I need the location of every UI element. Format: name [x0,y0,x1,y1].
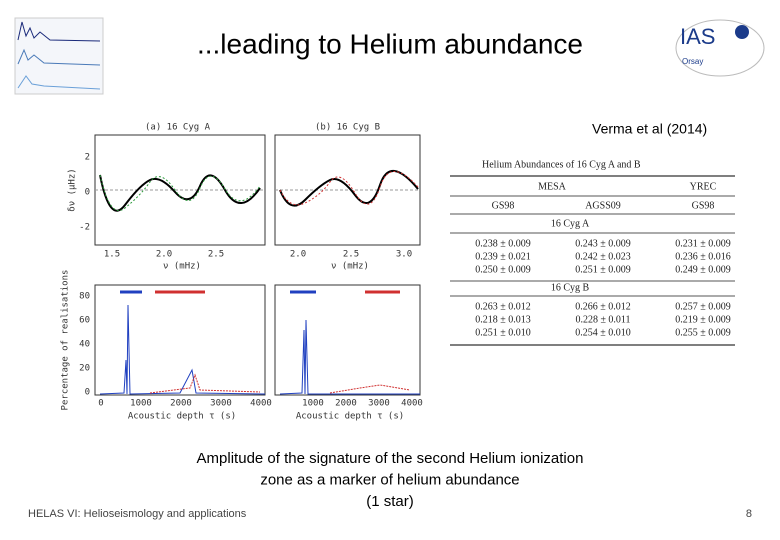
table-cell: 0.236 ± 0.016 [675,251,731,262]
column-header: GS98 [492,200,515,211]
y-tick-label: 0 [85,388,90,398]
table-cell: 0.251 ± 0.009 [575,264,631,275]
logo: IAS Orsay [675,19,765,77]
x-tick-label: 1.5 [104,250,120,260]
caption: Amplitude of the signature of the second… [197,450,584,510]
column-header: AGSS09 [585,200,621,211]
panel-label: (b) 16 Cyg B [315,123,380,133]
table-cell: 0.231 ± 0.009 [675,238,731,249]
x-tick-label: 2.0 [290,250,306,260]
x-tick-label: 3000 [210,399,232,409]
x-tick-label: 2000 [170,399,192,409]
table-cell: 0.218 ± 0.013 [475,314,531,325]
column-group: MESA [538,181,567,192]
figure-curves [95,170,420,395]
table-cell: 0.257 ± 0.009 [675,301,731,312]
table-cell: 0.250 ± 0.009 [475,264,531,275]
section-header: 16 Cyg A [551,218,590,229]
x-axis-label: ν (mHz) [163,262,201,272]
x-tick-label: 2.5 [343,250,359,260]
x-axis-label: Acoustic depth τ (s) [296,412,404,422]
footer: HELAS VI: Helioseismology and applicatio… [28,508,247,520]
table-cell: 0.219 ± 0.009 [675,314,731,325]
table-cell: 0.228 ± 0.011 [575,314,630,325]
table-cell: 0.242 ± 0.023 [575,251,631,262]
y-axis-label: Percentage of realisations [61,270,71,411]
table-cell: 0.254 ± 0.010 [575,327,631,338]
x-tick-label: 2.0 [156,250,172,260]
table-title: Helium Abundances of 16 Cyg A and B [482,159,641,170]
slide-title: ...leading to Helium abundance [197,28,583,59]
x-tick-label: 2.5 [208,250,224,260]
column-group: YREC [690,181,717,192]
caption-line: (1 star) [366,493,414,510]
column-header: GS98 [692,200,715,211]
thumbnail [14,17,104,95]
y-tick-label: 60 [79,316,90,326]
figure-frames [94,134,421,396]
page-number: 8 [746,508,752,520]
y-tick-label: 40 [79,340,90,350]
x-tick-label: 4000 [250,399,272,409]
table-rules [450,175,735,346]
x-tick-label: 3.0 [396,250,412,260]
table-cell: 0.266 ± 0.012 [575,301,631,312]
y-tick-label: 20 [79,364,90,374]
x-tick-label: 4000 [401,399,423,409]
y-tick-label: 80 [79,292,90,302]
caption-line: Amplitude of the signature of the second… [197,450,584,467]
x-tick-label: 1000 [302,399,324,409]
panel-label: (a) 16 Cyg A [145,123,211,133]
table-cell: 0.251 ± 0.010 [475,327,531,338]
table-cell: 0.255 ± 0.009 [675,327,731,338]
table-cell: 0.243 ± 0.009 [575,238,631,249]
x-tick-label: 1000 [130,399,152,409]
x-tick-label: 3000 [368,399,390,409]
x-axis-label: Acoustic depth τ (s) [128,412,236,422]
y-axis-label: δν (μHz) [68,168,78,211]
caption-line: zone as a marker of helium abundance [260,471,519,488]
table: Helium Abundances of 16 Cyg A and B MESA Y… [475,159,731,338]
table-cell: 0.263 ± 0.012 [475,301,531,312]
table-cell: 0.239 ± 0.021 [475,251,531,262]
logo-text: IAS [680,24,715,49]
x-tick-label: 0 [98,399,103,409]
citation: Verma et al (2014) [592,121,707,137]
y-tick-label: 0 [85,188,90,198]
x-axis-label: ν (mHz) [331,262,369,272]
y-tick-label: -2 [79,223,90,233]
x-tick-label: 2000 [335,399,357,409]
table-cell: 0.249 ± 0.009 [675,264,731,275]
section-header: 16 Cyg B [551,282,590,293]
table-cell: 0.238 ± 0.009 [475,238,531,249]
figure-labels: (a) 16 Cyg A (b) 16 Cyg B δν (μHz) Percenta… [61,123,423,422]
y-tick-label: 2 [85,153,90,163]
logo-subtext: Orsay [682,57,703,66]
